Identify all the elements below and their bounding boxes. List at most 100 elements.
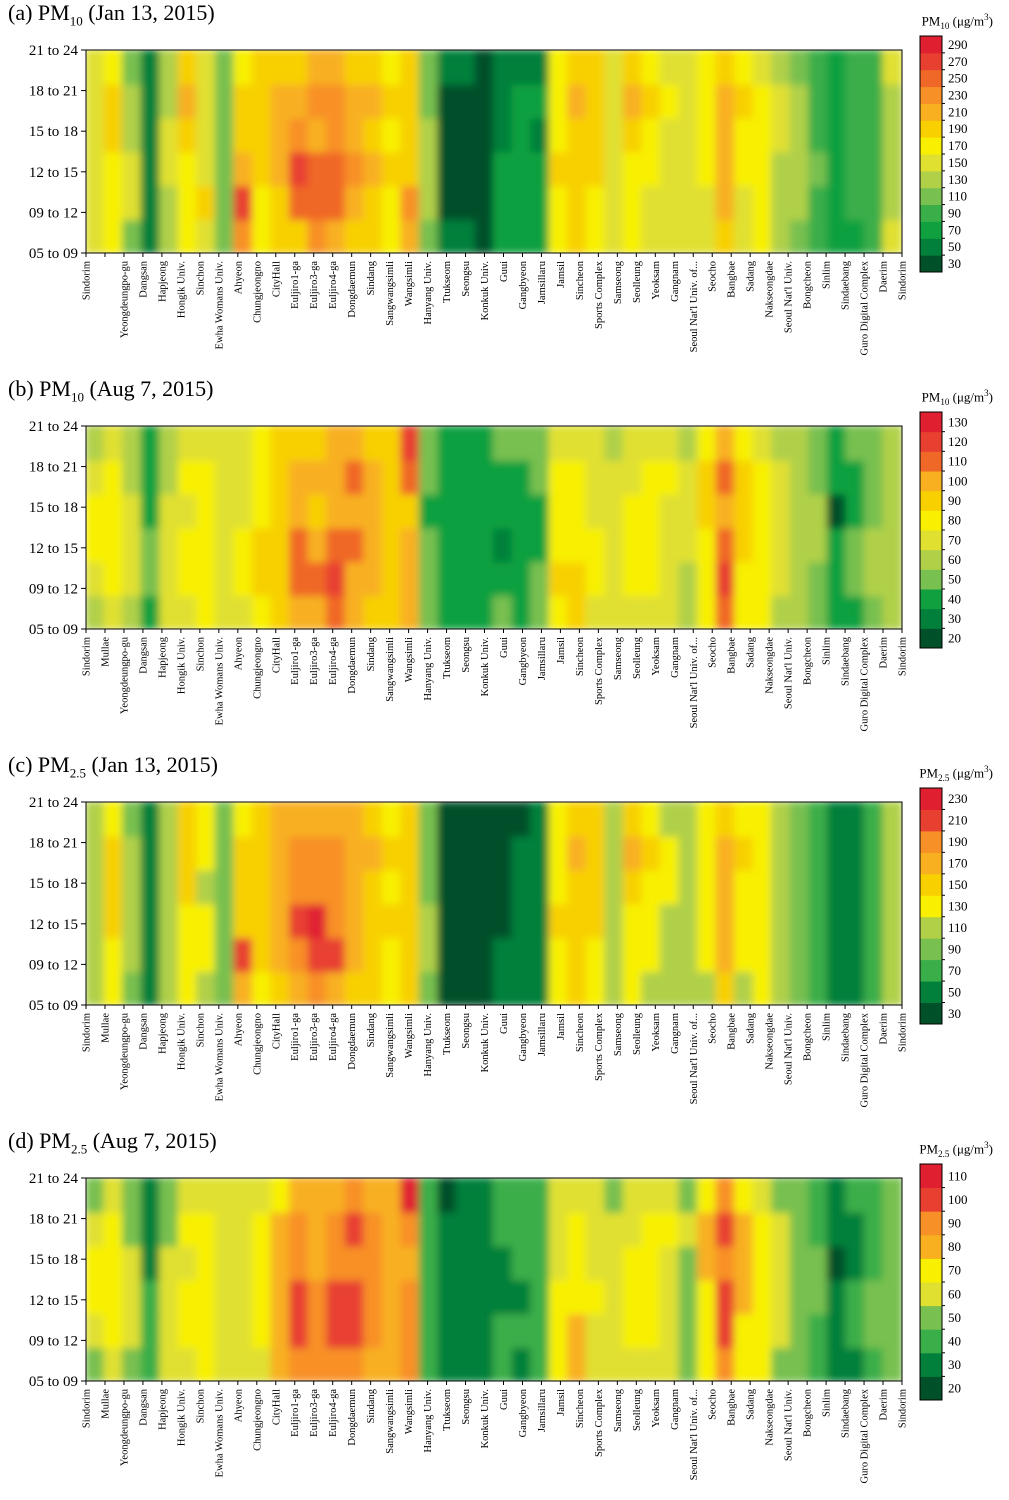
y-tick-label: 09 to 12 <box>29 957 78 973</box>
heatmap-cell <box>678 902 699 939</box>
x-tick-label: Euljiro4-ga <box>328 637 339 685</box>
heatmap-cell <box>86 970 106 1005</box>
heatmap-cell <box>567 426 588 461</box>
heatmap-cell <box>548 82 570 119</box>
heatmap-cell <box>418 426 440 461</box>
heatmap-cell <box>140 902 162 939</box>
x-tick-label: Sports Complex <box>594 1012 605 1081</box>
colorbar-swatch <box>920 137 942 155</box>
colorbar-tick-label: 60 <box>948 1286 961 1301</box>
colorbar-tick-label: 30 <box>948 1006 961 1021</box>
heatmap-cell <box>826 426 848 461</box>
colorbar-tick-label: 130 <box>948 172 968 187</box>
heatmap-cell <box>604 426 625 461</box>
heatmap-cell <box>771 1210 792 1247</box>
heatmap-cell <box>289 82 310 119</box>
heatmap-cell <box>845 458 866 495</box>
x-tick-label: Jamsillaru <box>537 1388 548 1432</box>
heatmap-cell <box>177 936 199 973</box>
colorbar-tick-label: 190 <box>948 834 968 849</box>
heatmap-cell <box>678 218 699 253</box>
heatmap-cell <box>233 150 254 187</box>
heatmap-cell <box>771 1244 792 1281</box>
unit-prefix: PM <box>921 13 941 29</box>
heatmap-cell <box>251 594 273 629</box>
heatmap-cell <box>752 150 774 187</box>
heatmap-cell <box>826 1244 848 1281</box>
heatmap-cell <box>122 868 143 905</box>
heatmap-cell <box>307 1210 329 1247</box>
heatmap-cell <box>289 458 310 495</box>
heatmap-cell <box>567 1346 588 1381</box>
x-tick-label: Yeongdeungpo-gu <box>120 260 131 338</box>
heatmap-cell <box>214 560 236 597</box>
heatmap-cell <box>863 150 885 187</box>
heatmap-cell <box>437 492 458 529</box>
heatmap-cell <box>678 426 699 461</box>
heatmap-cell <box>641 1346 662 1381</box>
heatmap-cell <box>122 184 143 221</box>
heatmap-cell <box>400 868 421 905</box>
colorbar-tick-label: 230 <box>948 791 968 806</box>
x-tick-label: Ewha Womans Univ. <box>214 261 225 349</box>
heatmap-cell <box>251 458 273 495</box>
heatmap-cell <box>697 970 718 1005</box>
heatmap-cell <box>455 802 477 837</box>
unit-sub: 10 <box>940 396 950 407</box>
x-tick-label: Dangsan <box>138 260 149 297</box>
heatmap-cell <box>511 868 533 905</box>
colorbar-tick-label: 90 <box>948 1216 961 1231</box>
heatmap-cell <box>567 868 588 905</box>
x-tick-label: Wangsimli <box>404 261 415 306</box>
heatmap-cell <box>585 1312 607 1349</box>
heatmap-cell <box>103 492 125 529</box>
heatmap-cell <box>177 50 199 85</box>
heatmap-cell <box>752 426 774 461</box>
heatmap-cell <box>882 526 902 563</box>
colorbar-tick-label: 250 <box>948 71 968 86</box>
heatmap-cell <box>270 492 291 529</box>
heatmap-cell <box>474 868 495 905</box>
heatmap-cell <box>455 1278 477 1315</box>
heatmap-cell <box>530 1346 551 1381</box>
heatmap-cell <box>808 936 829 973</box>
heatmap-cell <box>455 116 477 153</box>
heatmap-cell <box>789 82 811 119</box>
y-tick-label: 15 to 18 <box>29 124 78 140</box>
heatmap-cell <box>863 1312 885 1349</box>
panel-0: (a) PM10 (Jan 13, 2015) PM10 (μg/m3) 05 to… <box>0 0 1009 372</box>
heatmap-cell <box>177 970 199 1005</box>
heatmap-cell <box>808 1346 829 1381</box>
heatmap-cell <box>789 50 811 85</box>
heatmap-cell <box>103 184 125 221</box>
unit-suffix: (μg/m <box>949 389 985 405</box>
heatmap-cell <box>251 526 273 563</box>
heatmap-cell <box>400 560 421 597</box>
heatmap-cell <box>233 868 254 905</box>
x-tick-label: Yeongdeungpo-gu <box>120 1388 131 1466</box>
colorbar-swatch <box>920 1305 942 1330</box>
heatmap-cell <box>641 526 662 563</box>
x-tick-label: Sadang <box>746 636 757 668</box>
heatmap-cell <box>140 50 162 85</box>
heatmap-cell <box>585 1178 607 1213</box>
heatmap-cell <box>363 970 384 1005</box>
heatmap-cell <box>103 1278 125 1315</box>
heatmap-cell <box>622 868 644 905</box>
heatmap-cell <box>326 116 347 153</box>
x-tick-label: Sincheon <box>575 1388 586 1428</box>
heatmap-cell <box>86 50 106 85</box>
heatmap-cell <box>548 802 570 837</box>
heatmap-cell <box>641 50 662 85</box>
x-tick-label: Sindorim <box>898 637 909 676</box>
x-tick-label: Seoul Nat'l Univ. <box>784 261 795 333</box>
heatmap-cell <box>567 594 588 629</box>
heatmap-cell <box>641 1244 662 1281</box>
heatmap-cell <box>789 802 811 837</box>
x-tick-label: Sinchon <box>195 1012 206 1047</box>
heatmap-cell <box>567 902 588 939</box>
x-tick-label: Konkuk Univ. <box>480 1389 491 1448</box>
x-tick-label: Hapjeong <box>157 1388 168 1430</box>
unit-suffix: (μg/m <box>949 13 985 29</box>
x-tick-label: Sindang <box>366 260 377 295</box>
